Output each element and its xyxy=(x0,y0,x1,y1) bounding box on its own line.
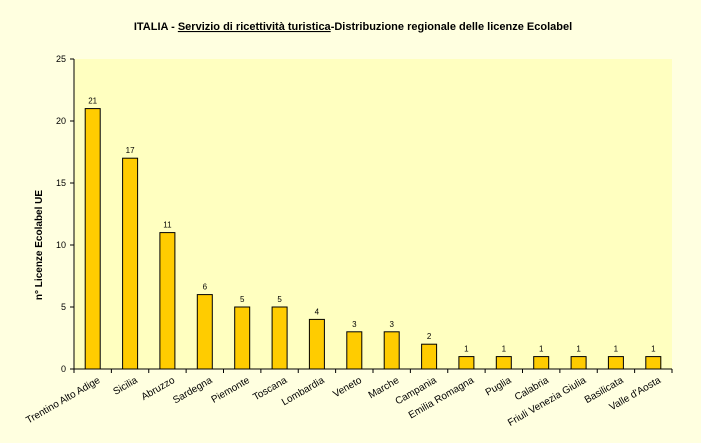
bar xyxy=(271,306,288,370)
bar xyxy=(234,306,251,370)
data-label: 4 xyxy=(315,307,320,316)
y-tick-label: 10 xyxy=(56,240,66,250)
data-label: 17 xyxy=(126,146,135,155)
chart-title-prefix: ITALIA - xyxy=(134,21,178,33)
bar xyxy=(122,157,139,370)
data-label: 5 xyxy=(277,295,282,304)
y-axis-label: n° Licenze Ecolabel UE xyxy=(34,190,45,300)
bar xyxy=(495,356,512,370)
y-tick-label: 5 xyxy=(61,302,66,312)
data-label: 3 xyxy=(352,320,357,329)
chart-title: ITALIA - Servizio di ricettività turisti… xyxy=(134,21,572,33)
x-tick-label: Lombardia xyxy=(280,375,327,408)
bar xyxy=(159,232,176,370)
data-label: 2 xyxy=(427,332,432,341)
y-tick-label: 0 xyxy=(61,364,66,374)
x-tick-label: Puglia xyxy=(484,375,514,399)
bar xyxy=(308,318,325,370)
bar xyxy=(196,294,213,370)
data-label: 1 xyxy=(539,345,544,354)
data-label: 1 xyxy=(502,345,507,354)
data-label: 3 xyxy=(389,320,394,329)
bar xyxy=(84,108,101,370)
data-label: 5 xyxy=(240,295,245,304)
data-label: 21 xyxy=(88,97,97,106)
x-tick-label: Emilia Romagna xyxy=(407,375,476,421)
bar xyxy=(533,356,550,370)
bar xyxy=(570,356,587,370)
x-tick-label: Veneto xyxy=(331,375,364,400)
bar xyxy=(458,356,475,370)
y-axis-ticks: 0 5 10 15 20 25 xyxy=(56,54,74,374)
chart-title-underlined: Servizio di ricettività turistica xyxy=(178,21,332,33)
chart-title-suffix: -Distribuzione regionale delle licenze E… xyxy=(331,21,572,33)
y-tick-label: 15 xyxy=(56,178,66,188)
data-label: 1 xyxy=(651,345,656,354)
bar xyxy=(383,331,400,370)
bar xyxy=(645,356,662,370)
bar xyxy=(421,343,438,370)
x-axis-labels: Trentino Alto Adige Sicilia AbruzzoSardegn… xyxy=(24,369,673,429)
x-tick-label: Sardegna xyxy=(171,375,214,406)
data-label: 1 xyxy=(614,345,619,354)
x-tick-label: Piemonte xyxy=(210,375,252,406)
data-label: 6 xyxy=(203,283,208,292)
x-tick-label: Trentino Alto Adige xyxy=(24,375,102,427)
bar xyxy=(607,356,624,370)
y-tick-label: 20 xyxy=(56,116,66,126)
bar xyxy=(346,331,363,370)
x-tick-label: Sicilia xyxy=(111,375,139,398)
data-label: 11 xyxy=(163,221,172,230)
y-tick-label: 25 xyxy=(56,54,66,64)
data-label: 1 xyxy=(576,345,581,354)
data-label: 1 xyxy=(464,345,469,354)
bars xyxy=(84,108,662,370)
